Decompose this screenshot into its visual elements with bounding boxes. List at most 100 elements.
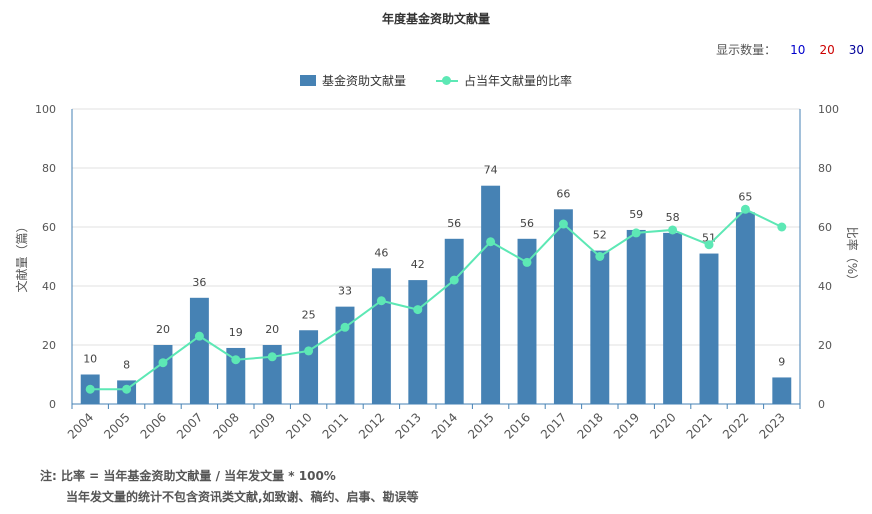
bar: [481, 185, 501, 404]
legend-line-label: 占当年文献量的比率: [464, 74, 573, 88]
bar-data-label: 20: [156, 323, 170, 336]
bar-data-label: 59: [629, 208, 643, 221]
y-right-tick-label: 80: [818, 162, 832, 175]
ratio-series-line: [90, 208, 783, 391]
y-right-tick-label: 100: [818, 103, 839, 116]
y-left-tick-label: 20: [42, 339, 56, 352]
x-tick-label: 2014: [429, 410, 460, 441]
legend-item-bar[interactable]: 基金资助文献量: [299, 72, 406, 89]
bar: [226, 347, 246, 404]
x-tick-label: 2013: [392, 410, 423, 441]
note-exclusion: 当年发文量的统计不包含资讯类文献,如致谢、稿约、启事、勘误等: [66, 490, 419, 504]
ratio-point: [340, 322, 350, 332]
bar-data-label: 25: [302, 308, 316, 321]
x-tick-label: 2005: [101, 410, 132, 441]
ratio-point: [449, 275, 459, 285]
ratio-point: [376, 296, 386, 306]
chart-title: 年度基金资助文献量: [381, 12, 490, 26]
bar-data-label: 20: [265, 323, 279, 336]
x-tick-label: 2010: [283, 410, 314, 441]
bar: [153, 345, 173, 404]
bar: [735, 212, 755, 404]
x-tick-label: 2016: [502, 410, 533, 441]
bar-swatch-icon: [299, 75, 316, 86]
bar-data-label: 9: [778, 355, 785, 368]
bar-data-label: 74: [484, 164, 498, 177]
ratio-point: [194, 331, 204, 341]
bar-data-label: 36: [192, 276, 206, 289]
y-right-tick-label: 0: [818, 398, 825, 411]
y-left-tick-label: 60: [42, 221, 56, 234]
bar: [553, 209, 573, 404]
y-left-tick-label: 0: [49, 398, 56, 411]
ratio-point: [413, 305, 423, 315]
x-tick-label: 2017: [538, 410, 569, 441]
y-left-axis-title: 文献量（篇）: [14, 220, 29, 292]
y-right-axis-title: 比率（%）: [845, 227, 860, 286]
bar: [663, 232, 683, 404]
bar: [189, 297, 209, 404]
y-right-tick-label: 20: [818, 339, 832, 352]
bar-data-label: 46: [374, 246, 388, 259]
x-tick-label: 2011: [320, 410, 351, 441]
ratio-point: [267, 352, 277, 362]
y-left-tick-label: 80: [42, 162, 56, 175]
ratio-point: [668, 225, 678, 235]
legend-bar-label: 基金资助文献量: [321, 74, 406, 88]
y-left-tick-label: 40: [42, 280, 56, 293]
ratio-point: [777, 222, 787, 232]
display-count-10-option[interactable]: 10: [790, 42, 806, 57]
bar: [772, 377, 792, 404]
x-tick-label: 2021: [684, 410, 715, 441]
bar-data-label: 56: [520, 217, 534, 230]
display-count-20-option[interactable]: 20: [819, 42, 835, 57]
ratio-point: [158, 358, 168, 368]
ratio-point: [595, 252, 605, 261]
ratio-point: [122, 384, 132, 394]
bar-data-label: 42: [411, 258, 425, 271]
ratio-point: [486, 237, 496, 247]
bar: [371, 268, 391, 404]
bar-data-label: 33: [338, 285, 352, 298]
ratio-point: [522, 257, 532, 267]
legend-item-line[interactable]: 占当年文献量的比率: [436, 72, 572, 89]
chart-legend: 基金资助文献量 占当年文献量的比率: [0, 72, 872, 89]
chart-notes: 注: 比率 = 当年基金资助文献量 / 当年发文量 * 100% 当年发文量的统…: [40, 466, 419, 508]
x-tick-label: 2004: [65, 410, 96, 441]
x-tick-label: 2022: [720, 410, 751, 441]
note-formula: 注: 比率 = 当年基金资助文献量 / 当年发文量 * 100%: [40, 469, 336, 483]
bar-data-label: 56: [447, 217, 461, 230]
display-count-30-option[interactable]: 30: [848, 42, 864, 57]
bar-data-label: 66: [556, 187, 570, 200]
ratio-point: [558, 219, 568, 229]
bar-data-label: 58: [666, 211, 680, 224]
ratio-point: [85, 384, 95, 394]
y-right-tick-label: 40: [818, 280, 832, 293]
x-tick-label: 2015: [465, 410, 496, 441]
bar-data-label: 10: [83, 353, 97, 366]
bar: [262, 345, 282, 404]
bar-data-label: 52: [593, 229, 607, 242]
display-count-label: 显示数量：: [716, 43, 777, 57]
bar-data-label: 19: [229, 326, 243, 339]
ratio-point: [740, 204, 750, 214]
x-tick-label: 2020: [647, 410, 678, 441]
bar: [699, 253, 719, 404]
x-tick-label: 2018: [574, 410, 605, 441]
bar: [626, 229, 646, 404]
ratio-point: [631, 228, 641, 238]
bar: [408, 280, 428, 404]
y-left-tick-label: 100: [35, 103, 56, 116]
bar: [590, 250, 610, 404]
x-tick-label: 2007: [174, 410, 205, 441]
bar: [517, 238, 537, 404]
x-tick-label: 2006: [138, 410, 169, 441]
ratio-point: [304, 346, 314, 356]
x-tick-label: 2019: [611, 410, 642, 441]
bar: [299, 330, 319, 404]
x-tick-label: 2012: [356, 410, 387, 441]
x-tick-label: 2023: [756, 410, 787, 441]
ratio-point: [231, 355, 241, 365]
line-swatch-icon: [436, 75, 458, 86]
